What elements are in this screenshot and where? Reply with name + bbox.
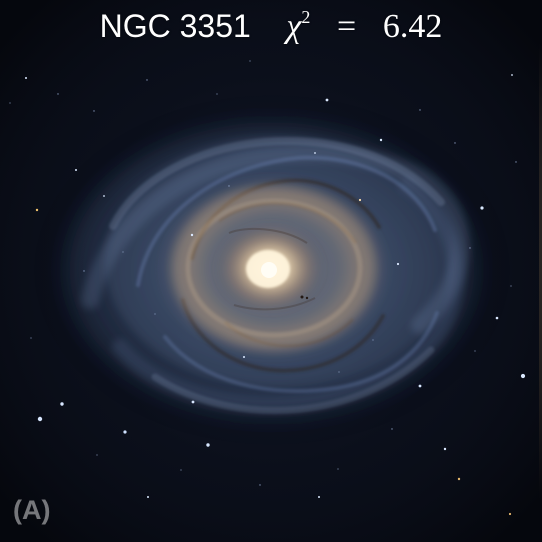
title-spacer-equals xyxy=(319,8,328,44)
chi-symbol: χ xyxy=(286,8,301,45)
image-title: NGC 3351 χ2 = 6.42 xyxy=(0,8,542,44)
equals-sign: = xyxy=(337,8,356,45)
chi-square-value: 6.42 xyxy=(383,8,443,45)
galaxy-name: NGC 3351 xyxy=(100,8,251,44)
title-spacer xyxy=(260,8,278,44)
galaxy-core xyxy=(215,222,325,314)
title-spacer-value xyxy=(365,8,374,44)
chi-power: 2 xyxy=(301,7,310,27)
panel-label: (A) xyxy=(13,497,50,524)
